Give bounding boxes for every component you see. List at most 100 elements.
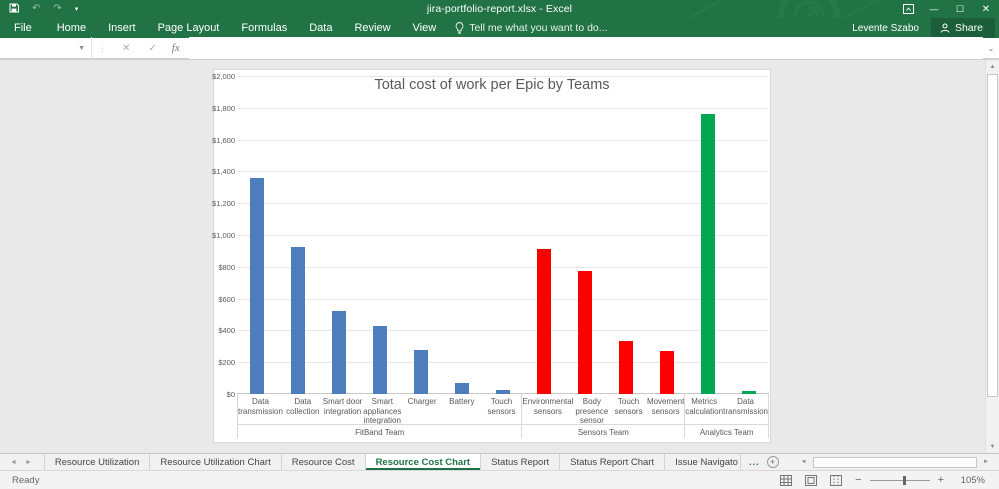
new-sheet-icon[interactable]: + [766,456,779,468]
vertical-scroll-track[interactable] [987,73,998,440]
y-axis-labels: $0 $200 $400 $600 $800 $1,000 $1,200 $1,400 $1,6… [212,72,235,399]
page-break-preview-icon[interactable] [830,474,843,486]
signed-in-user[interactable]: Levente Szabo [852,22,919,34]
ribbon-tab-page-layout[interactable]: Page Layout [157,22,220,34]
scroll-up-icon[interactable]: ▲ [989,63,996,70]
chart-object[interactable]: Total cost of work per Epic by Teams $0 $… [212,69,771,443]
bar-fitband-team-touch-sensors[interactable] [495,390,510,394]
bar-slot-smart-appliances-integration [360,76,401,394]
ribbon-tab-file[interactable]: File [14,22,32,34]
ribbon-tab-insert[interactable]: Insert [108,22,136,34]
next-sheet-icon[interactable]: ► [24,458,32,466]
bar-fitband-team-battery[interactable] [455,382,470,394]
scroll-right-icon[interactable]: ► [983,459,989,465]
page-layout-view-icon[interactable] [805,474,818,486]
bar-analytics-team-data-transmission[interactable] [741,390,756,394]
zoom-slider[interactable] [869,475,930,485]
zoom-level[interactable]: 105% [960,474,985,486]
redo-icon[interactable]: ↷ [53,3,62,14]
prev-sheet-icon[interactable]: ◄ [10,458,17,466]
formula-bar-splitter[interactable]: ⋮ [98,42,107,53]
bar-group-sensors-team [523,76,687,394]
sheet-tab-issue-navigato[interactable]: Issue Navigato [665,454,742,470]
axis-group-analytics-team: Metrics calculation Data transmission Anal… [684,394,769,438]
customize-quick-access-icon[interactable]: ▾ [74,5,79,13]
axis-group-sensors-team: Environmental sensors Body presence senso… [521,394,684,438]
team-label-sensors-team: Sensors Team [522,424,685,438]
expand-formula-bar-icon[interactable]: ⌄ [987,43,995,53]
sheet-list-overflow-icon[interactable]: ... [749,457,760,467]
bar-slot-environmental-sensors [523,76,564,394]
ribbon-tab-view[interactable]: View [412,22,437,34]
sheet-tab-status-report[interactable]: Status Report [481,454,561,470]
bar-group-analytics-team [687,76,769,394]
bar-fitband-team-data-transmission[interactable] [250,177,265,394]
sheet-tab-resource-cost-chart[interactable]: Resource Cost Chart [365,454,482,470]
minimize-icon[interactable]: — [929,4,939,14]
status-bar-right: − + 105% [780,474,999,486]
vertical-scroll-thumb[interactable] [987,74,998,397]
bar-fitband-team-smart-appliances-integration[interactable] [373,325,388,394]
category-label-environmental-sensors: Environmental sensors [522,397,574,416]
vertical-scrollbar[interactable]: ▲ ▼ [985,60,999,453]
sheet-tab-resource-utilization-chart[interactable]: Resource Utilization Chart [150,454,282,470]
bar-sensors-team-movement-sensors[interactable] [659,351,674,394]
bar-fitband-team-data-collection[interactable] [291,246,306,394]
enter-icon[interactable]: ✓ [148,42,157,54]
horizontal-scrollbar[interactable]: ◄ ► [797,456,993,468]
sheet-tabs: Resource Utilization Resource Utilization… [43,454,742,470]
name-box[interactable]: ▼ [0,37,92,59]
sheet-tab-resource-utilization[interactable]: Resource Utilization [43,454,151,470]
sheet-tab-resource-cost[interactable]: Resource Cost [282,454,366,470]
scroll-down-icon[interactable]: ▼ [989,443,996,450]
worksheet-area: Total cost of work per Epic by Teams $0 $… [0,60,999,453]
bar-sensors-team-body-presence-sensor[interactable] [577,270,592,394]
bar-analytics-team-metrics-calculation[interactable] [700,114,715,394]
y-tick-0: $0 [226,390,235,399]
tell-me-box[interactable]: Tell me what you want to do... [455,22,608,34]
share-label: Share [954,22,983,34]
ribbon-display-options-icon[interactable] [895,0,921,18]
bar-sensors-team-touch-sensors[interactable] [618,340,633,394]
horizontal-scroll-track[interactable] [810,456,980,468]
category-label-metrics-calculation: Metrics calculation [685,397,724,416]
ribbon-tab-formulas[interactable]: Formulas [241,22,288,34]
zoom-out-icon[interactable]: − [855,474,862,486]
normal-view-icon[interactable] [780,474,793,486]
cancel-icon[interactable]: ✕ [122,42,131,54]
bars-layer [237,76,769,394]
zoom-in-icon[interactable]: + [937,474,944,486]
category-label-data-collection: Data collection [286,397,320,416]
sheet-tab-status-report-chart[interactable]: Status Report Chart [560,454,666,470]
category-label-touch-sensors: Touch sensors [487,397,516,416]
share-button[interactable]: Share [930,18,995,38]
y-tick-1400: $1,400 [212,167,235,177]
chart-title[interactable]: Total cost of work per Epic by Teams [374,77,610,93]
category-label-data-transmission: Data transmission [238,397,283,416]
save-icon[interactable] [9,3,19,16]
maximize-icon[interactable]: ☐ [955,3,965,14]
formula-input[interactable] [188,37,983,59]
horizontal-scroll-thumb[interactable] [812,456,978,468]
bar-fitband-team-smart-door-integration[interactable] [332,311,347,394]
gridline-400 [237,330,769,332]
x-axis-labels: Data transmission Data collection Smart do… [237,394,769,438]
ribbon-tab-home[interactable]: Home [56,22,87,34]
bar-sensors-team-environmental-sensors[interactable] [536,249,551,394]
bar-slot-data-transmission [237,76,278,394]
bar-fitband-team-charger[interactable] [414,350,429,394]
close-icon[interactable]: ✕ [981,3,991,15]
y-tick-400: $400 [218,326,235,336]
category-label-body-presence-sensor: Body presence sensor [575,397,609,426]
axis-group-fitband-team: Data transmission Data collection Smart do… [237,394,522,438]
gridline-1400 [237,171,769,173]
status-mode: Ready [12,474,40,486]
name-box-dropdown-icon[interactable]: ▼ [78,44,85,52]
scroll-left-icon[interactable]: ◄ [800,459,807,465]
insert-function-icon[interactable]: fx [171,42,180,54]
team-label-fitband-team: FitBand Team [238,424,522,438]
zoom-slider-thumb[interactable] [902,475,906,485]
ribbon-tab-data[interactable]: Data [309,22,333,34]
undo-icon[interactable]: ↶ [32,3,41,14]
ribbon-tab-review[interactable]: Review [354,22,391,34]
